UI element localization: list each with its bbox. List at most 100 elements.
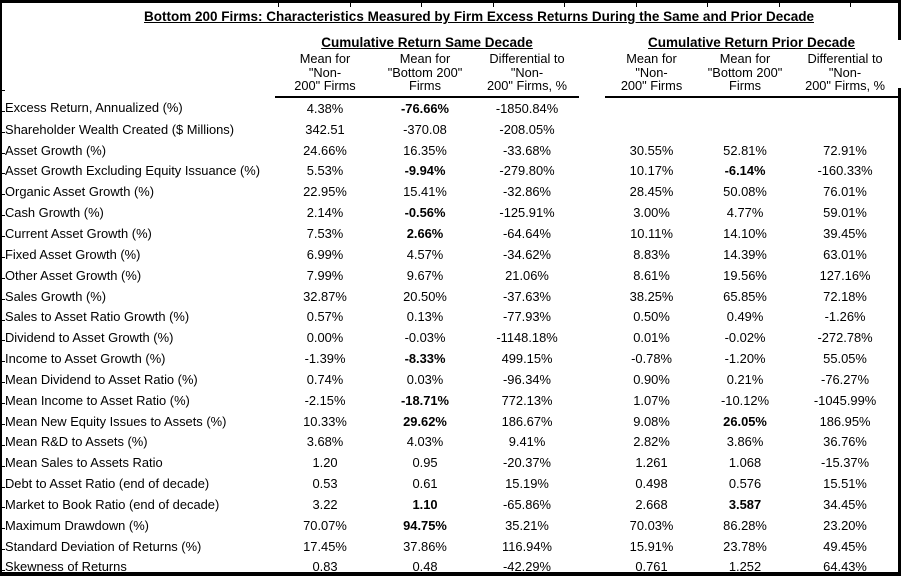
- cell: 0.48: [412, 559, 438, 575]
- cell: -37.63%: [503, 288, 552, 304]
- group-header-label: Cumulative Return Same Decade: [321, 35, 533, 50]
- cell: -279.80%: [499, 163, 555, 179]
- cell: -6.14%: [724, 163, 766, 179]
- row-label: Mean Dividend to Asset Ratio (%): [5, 371, 198, 387]
- data-table: Cumulative Return Same Decade Cumulative…: [2, 28, 899, 577]
- cell: 8.83%: [633, 246, 670, 262]
- cell: -32.86%: [503, 184, 552, 200]
- cell: -33.68%: [503, 142, 552, 158]
- cell: 0.13%: [406, 309, 444, 325]
- group-header-prior-decade: Cumulative Return Prior Decade: [605, 28, 898, 51]
- cell: 4.57%: [406, 246, 444, 262]
- row-label: Mean R&D to Assets (%): [5, 434, 148, 450]
- cell: 70.07%: [303, 517, 347, 533]
- gridline-tick: [0, 215, 5, 216]
- row-label: Fixed Asset Growth (%): [5, 246, 141, 262]
- column-header-differential-same: Differential to "Non- 200" Firms, %: [475, 51, 580, 98]
- cell: 0.90%: [633, 371, 670, 387]
- row-label: Cash Growth (%): [5, 205, 104, 221]
- cell: 5.53%: [306, 163, 344, 179]
- column-header-mean-bottom200-prior: Mean for "Bottom 200" Firms: [698, 51, 793, 98]
- cell: 3.22: [312, 496, 338, 512]
- gridline-tick: [0, 382, 5, 383]
- column-gap: [579, 494, 605, 515]
- cell: 70.03%: [629, 517, 674, 533]
- cell: -9.94%: [404, 163, 446, 179]
- column-gap: [579, 348, 605, 369]
- cell: 36.76%: [823, 434, 867, 450]
- cell: 1.20: [312, 455, 338, 471]
- cell: 7.99%: [306, 267, 344, 283]
- table-row: Dividend to Asset Growth (%) 0.00% -0.03% -…: [2, 327, 898, 348]
- cell: -76.66%: [400, 100, 449, 116]
- column-gap: [579, 411, 605, 432]
- cell: 17.45%: [303, 538, 347, 554]
- table-row: Market to Book Ratio (end of decade) 3.22…: [2, 494, 898, 515]
- cell: 0.53: [312, 476, 338, 492]
- gridline-tick: [636, 3, 637, 7]
- cell: [698, 97, 792, 119]
- gridline-tick: [0, 132, 5, 133]
- gridline-tick: [0, 487, 5, 488]
- table-row: Excess Return, Annualized (%) 4.38% -76.66…: [2, 97, 898, 119]
- cell: -96.34%: [503, 371, 552, 387]
- cell: 16.35%: [403, 142, 447, 158]
- row-label: Sales Growth (%): [5, 288, 107, 304]
- cell: 116.94%: [502, 538, 552, 554]
- gridline-tick: [0, 549, 5, 550]
- gridline-tick: [0, 528, 5, 529]
- cell: [605, 97, 698, 119]
- gridline-tick: [0, 153, 5, 154]
- cell: 38.25%: [629, 288, 674, 304]
- column-gap: [579, 140, 605, 161]
- table-row: Sales Growth (%) 32.87% 20.50% -37.63% 38.25…: [2, 286, 898, 307]
- row-label: Dividend to Asset Growth (%): [5, 330, 174, 346]
- table-row: Mean R&D to Assets (%) 3.68% 4.03% 9.41% 2.8…: [2, 432, 898, 453]
- row-label: Asset Growth Excluding Equity Issuance (…: [5, 163, 261, 179]
- cell: [792, 119, 898, 140]
- cell: 4.38%: [306, 100, 344, 116]
- cell: 6.99%: [306, 246, 344, 262]
- cell: 499.15%: [501, 351, 553, 367]
- column-gap: [579, 390, 605, 411]
- cell: 0.74%: [306, 371, 344, 387]
- gridline-tick: [707, 3, 708, 7]
- gridline-tick: [0, 278, 5, 279]
- cell: 65.85%: [723, 288, 767, 304]
- cell: 15.19%: [505, 476, 549, 492]
- gridline-tick: [0, 424, 5, 425]
- cell: 72.18%: [823, 288, 867, 304]
- cell: -34.62%: [503, 246, 552, 262]
- cell: -65.86%: [503, 496, 552, 512]
- cell: 9.41%: [508, 434, 546, 450]
- cell: 10.11%: [630, 225, 673, 241]
- cell: -2.15%: [304, 392, 346, 408]
- cell: -1850.84%: [495, 100, 559, 116]
- cell: 0.83: [312, 559, 338, 575]
- cell: 39.45%: [823, 225, 867, 241]
- cell: 50.08%: [723, 184, 767, 200]
- cell: -1.26%: [824, 309, 866, 325]
- row-label: Skewness of Returns: [5, 559, 127, 575]
- cell: -10.12%: [721, 392, 770, 408]
- cell: -8.33%: [404, 351, 446, 367]
- gridline-tick: [0, 194, 5, 195]
- cell: 0.57%: [306, 309, 344, 325]
- cell: 7.53%: [306, 225, 344, 241]
- cell: 29.62%: [403, 413, 447, 429]
- cell: 3.587: [728, 496, 762, 512]
- right-border-gap: [898, 40, 901, 88]
- cell: 1.252: [728, 559, 762, 575]
- column-gap: [579, 286, 605, 307]
- gridline-tick: [779, 3, 780, 7]
- cell: -370.08: [403, 121, 447, 137]
- column-header-row: Mean for "Non- 200" Firms Mean for "Bott…: [2, 51, 899, 98]
- gridline-tick: [850, 3, 851, 7]
- gridline-tick: [0, 257, 5, 258]
- cell: 2.66%: [406, 225, 444, 241]
- cell: 186.67%: [501, 413, 553, 429]
- column-gap: [579, 28, 605, 51]
- cell: -0.03%: [404, 330, 446, 346]
- gridline-tick: [0, 466, 5, 467]
